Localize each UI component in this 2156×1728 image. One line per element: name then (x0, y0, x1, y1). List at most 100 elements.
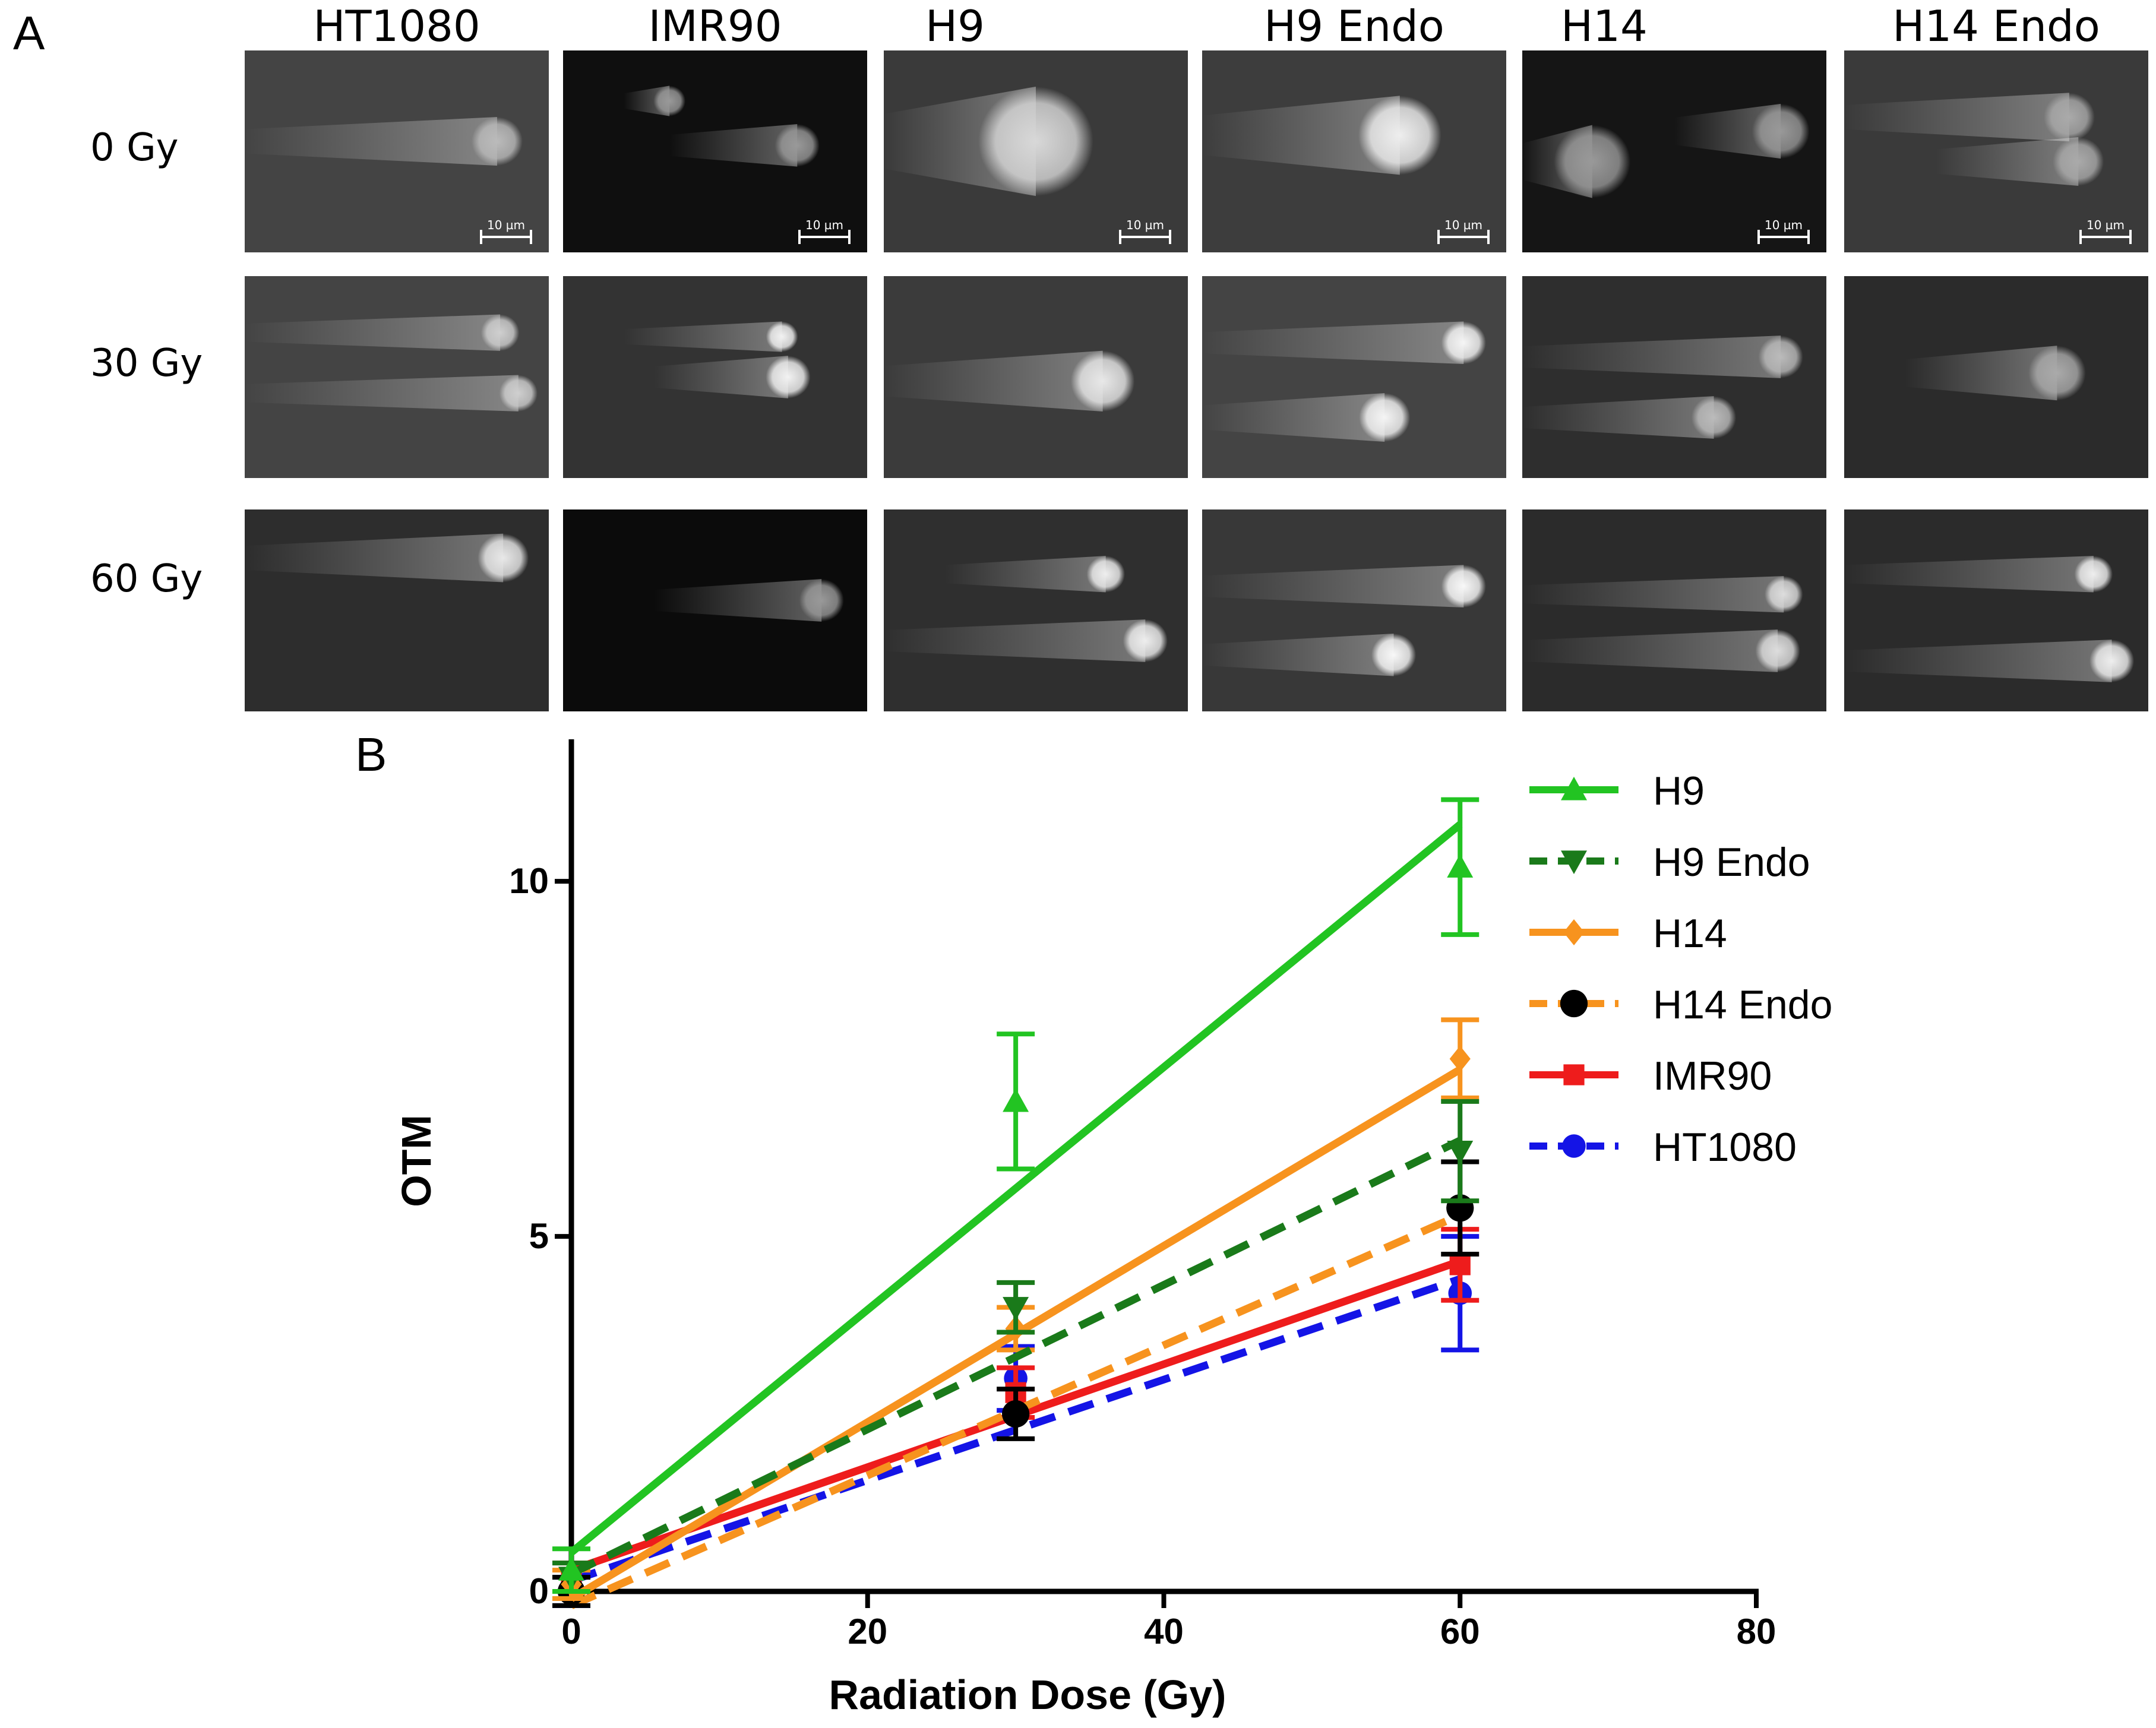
comet-tail (624, 321, 782, 352)
comet-tail (884, 350, 1103, 412)
comet-tail (1522, 336, 1781, 378)
comet-image-0-3: 10 µm (1202, 50, 1506, 252)
comet-image-2-5 (1844, 509, 2148, 711)
row-label-0gy: 0 Gy (90, 126, 179, 170)
x-tick-label: 80 (1737, 1612, 1776, 1651)
scale-bar-line (480, 230, 532, 244)
legend-item-h14: H14 (1529, 911, 1727, 956)
comet-head (1441, 565, 1486, 608)
row-label-60gy: 60 Gy (90, 557, 203, 601)
comet-tail (1202, 393, 1385, 442)
scale-bar: 10 µm (1437, 218, 1490, 244)
comet-head (1691, 396, 1737, 439)
scale-bar: 10 µm (798, 218, 851, 244)
legend-marker (1561, 850, 1587, 874)
comet-tail (245, 314, 501, 351)
data-point (558, 1557, 584, 1581)
comet-tail (1522, 396, 1714, 439)
panel-a-letter: A (13, 7, 45, 59)
comet-tail (884, 619, 1146, 662)
comet-head (2028, 346, 2086, 401)
comet-image-1-4 (1522, 276, 1826, 478)
comet-tail (1935, 137, 2079, 186)
scale-bar-line (1119, 230, 1171, 244)
legend-marker (1561, 777, 1587, 800)
comet-image-0-4: 10 µm (1522, 50, 1826, 252)
comet-head (2043, 93, 2095, 142)
comet-head (978, 86, 1093, 197)
comet-tail (1674, 103, 1781, 159)
comet-head (1765, 576, 1803, 613)
comet-tail (944, 556, 1106, 593)
legend-label: HT1080 (1653, 1125, 1797, 1170)
comet-tail (1844, 93, 2069, 142)
scale-bar-label: 10 µm (1764, 218, 1803, 232)
column-label-ht1080: HT1080 (313, 1, 480, 51)
panel-b-letter: B (355, 728, 387, 781)
comet-head (1554, 125, 1631, 198)
scale-bar: 10 µm (480, 218, 532, 244)
comet-image-1-3 (1202, 276, 1506, 478)
column-label-imr90: IMR90 (648, 1, 782, 51)
scale-bar-line (2079, 230, 2132, 244)
y-axis-title: OTM (393, 1115, 440, 1207)
legend-item-ht1080: HT1080 (1529, 1125, 1797, 1170)
scale-bar-line (1757, 230, 1810, 244)
data-point (1447, 1140, 1474, 1164)
legend-marker (1563, 1064, 1585, 1085)
data-point (1449, 1046, 1471, 1072)
legend-item-h9: H9 (1529, 768, 1705, 814)
comet-image-0-0: 10 µm (245, 50, 549, 252)
comet-image-2-1 (563, 509, 867, 711)
comet-tail (654, 579, 822, 622)
data-point (1447, 854, 1474, 878)
comet-tail (1202, 321, 1464, 365)
legend-label: H14 (1653, 911, 1727, 956)
legend-marker (1560, 989, 1588, 1018)
comet-tail (245, 533, 504, 583)
comet-image-1-1 (563, 276, 867, 478)
comet-head (1358, 96, 1441, 175)
comet-head (1359, 393, 1411, 442)
fit-line (568, 821, 1463, 1556)
comet-image-0-1: 10 µm (563, 50, 867, 252)
x-tick-label: 20 (848, 1612, 887, 1651)
comet-tail (1202, 633, 1394, 676)
legend-item-h9-endo: H9 Endo (1529, 840, 1810, 885)
comet-tail (1522, 629, 1778, 672)
scale-bar: 10 µm (1757, 218, 1810, 244)
scale-bar-label: 10 µm (2086, 218, 2125, 232)
comet-image-1-0 (245, 276, 549, 478)
comet-head (1441, 321, 1486, 365)
data-point (1449, 1254, 1471, 1276)
comet-head (653, 86, 686, 116)
y-tick-label: 10 (509, 861, 549, 901)
legend-label: H14 Endo (1653, 982, 1832, 1027)
comet-head (471, 117, 523, 166)
legend-label: H9 Endo (1653, 840, 1810, 885)
comet-tail (1202, 565, 1464, 608)
x-tick-label: 60 (1440, 1612, 1480, 1651)
comet-image-2-2 (884, 509, 1188, 711)
legend-item-imr90: IMR90 (1529, 1053, 1772, 1099)
comet-tail (245, 375, 519, 412)
comet-image-1-5 (1844, 276, 2148, 478)
comet-head (2074, 556, 2113, 593)
row-label-30gy: 30 Gy (90, 341, 203, 385)
comet-head (766, 356, 811, 398)
comet-head (1758, 336, 1803, 378)
comet-image-2-3 (1202, 509, 1506, 711)
comet-head (2089, 640, 2135, 682)
data-point (1002, 1400, 1030, 1428)
scale-bar-label: 10 µm (1444, 218, 1482, 232)
y-tick-label: 5 (529, 1216, 549, 1256)
comet-tail (1905, 346, 2057, 401)
legend-marker (1562, 1134, 1586, 1158)
scale-bar-label: 10 µm (1126, 218, 1164, 232)
comet-head (1070, 350, 1135, 412)
x-tick-label: 40 (1144, 1612, 1184, 1651)
comet-tail (654, 356, 788, 398)
fit-line (570, 1137, 1462, 1577)
comet-head (499, 375, 538, 412)
